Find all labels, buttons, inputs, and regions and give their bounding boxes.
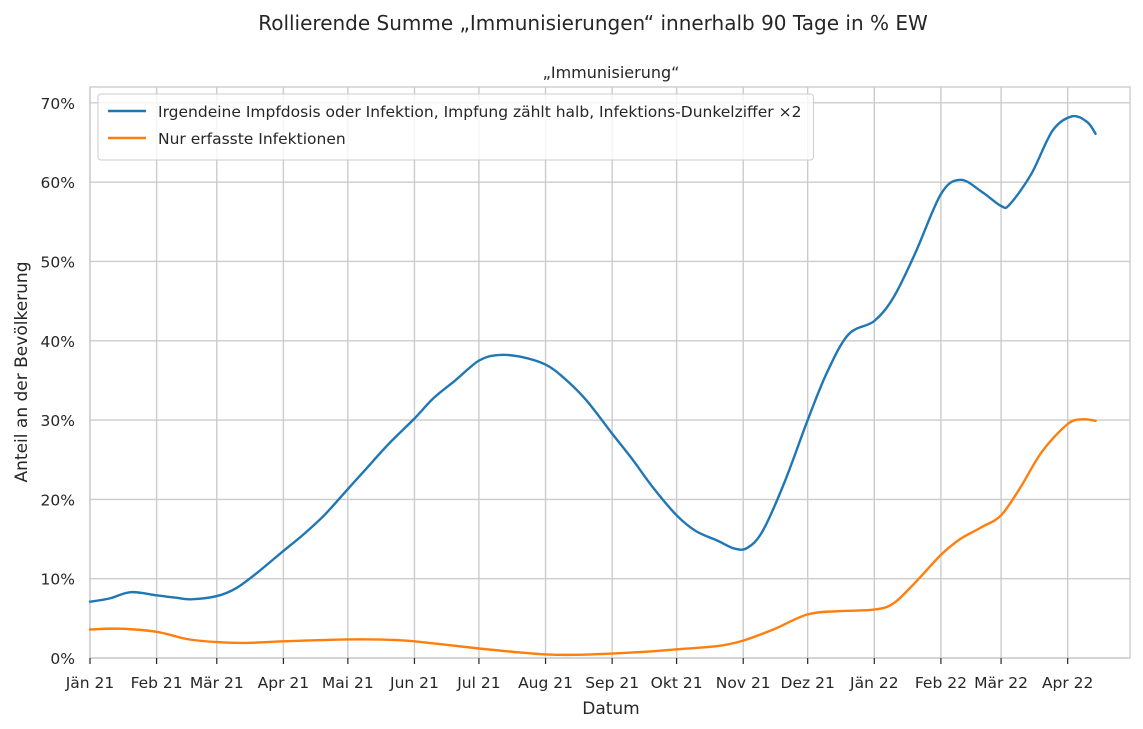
y-tick-label: 70%: [41, 95, 75, 113]
x-tick-label: Nov 21: [716, 674, 771, 692]
x-tick-label: Jun 21: [389, 674, 439, 692]
legend-label: Nur erfasste Infektionen: [158, 130, 346, 148]
grid-lines: [89, 87, 1130, 659]
chart-title: Rollierende Summe „Immunisierungen“ inne…: [258, 11, 928, 35]
series-line-2: [88, 418, 1097, 657]
y-tick-label: 50%: [41, 253, 75, 271]
x-tick-label: Jän 22: [849, 674, 899, 692]
x-tick-label: Apr 22: [1042, 674, 1093, 692]
x-tick-label: Jul 21: [456, 674, 500, 692]
y-axis: 0% 10% 20% 30% 40% 50% 60% 70%: [41, 95, 75, 668]
y-axis-label: Anteil an der Bevölkerung: [12, 262, 32, 483]
x-tick-label: Okt 21: [651, 674, 703, 692]
chart-subtitle: „Immunisierung“: [543, 63, 680, 82]
x-tick-label: Feb 22: [915, 674, 967, 692]
x-tick-label: Feb 21: [131, 674, 183, 692]
x-axis-label: Datum: [582, 699, 640, 719]
y-tick-label: 60%: [41, 174, 75, 192]
x-tick-label: Dez 21: [781, 674, 835, 692]
y-tick-label: 10%: [41, 571, 75, 589]
x-tick-label: Mär 21: [190, 674, 244, 692]
x-tick-label: Mär 22: [974, 674, 1028, 692]
legend: Irgendeine Impfdosis oder Infektion, Imp…: [97, 93, 814, 161]
y-tick-label: 20%: [41, 491, 75, 509]
x-tick-label: Aug 21: [518, 674, 573, 692]
x-tick-label: Apr 21: [258, 674, 309, 692]
series-line-1: [88, 114, 1097, 603]
y-tick-label: 40%: [41, 333, 75, 351]
legend-label: Irgendeine Impfdosis oder Infektion, Imp…: [158, 103, 801, 121]
y-tick-label: 0%: [50, 650, 75, 668]
x-tick-label: Sep 21: [585, 674, 639, 692]
x-axis: Jän 21 Feb 21 Mär 21 Apr 21 Mai 21 Jun 21 Jul …: [65, 658, 1093, 692]
x-tick-label: Jän 21: [65, 674, 115, 692]
series-lines: [88, 114, 1097, 657]
legend-box: [97, 93, 814, 161]
y-tick-label: 30%: [41, 412, 75, 430]
plot-area: [89, 86, 1131, 659]
x-tick-label: Mai 21: [322, 674, 374, 692]
